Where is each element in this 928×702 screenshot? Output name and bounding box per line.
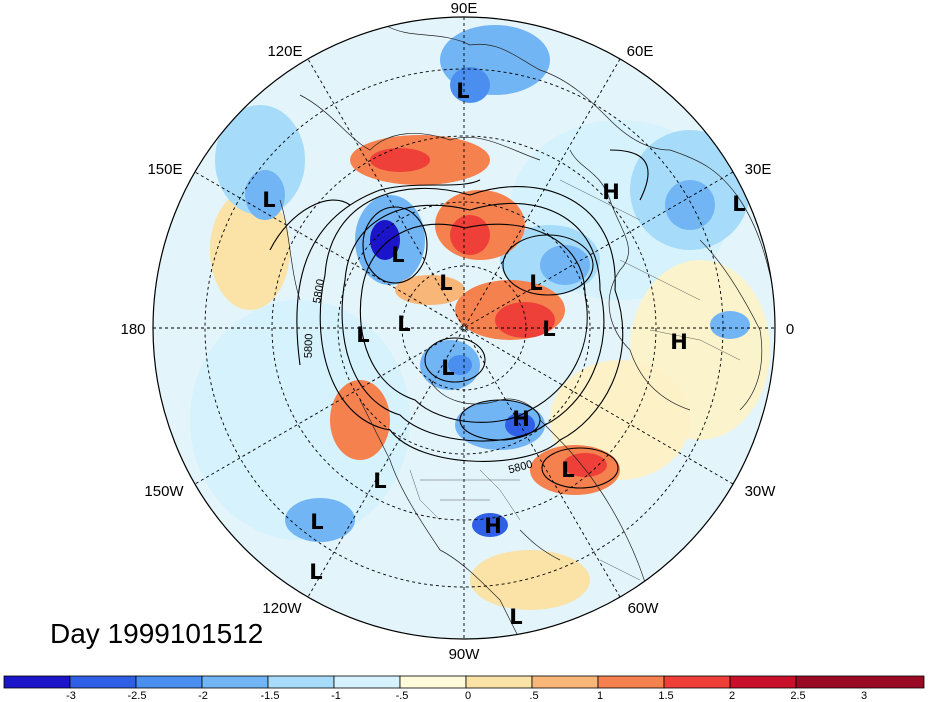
lon-label-120e: 120E (267, 43, 302, 60)
colorbar-tick-label: -1.5 (261, 690, 280, 702)
colorbar-box (3, 675, 71, 689)
low-marker: L (309, 560, 322, 584)
lon-label-120w: 120W (262, 600, 302, 617)
graticule (153, 17, 775, 639)
lon-label-150e: 150E (147, 161, 182, 178)
contour-label: 5800 (303, 333, 316, 358)
low-marker: L (509, 605, 522, 629)
colorbar-tick-label: -2 (198, 690, 208, 702)
high-marker: L (542, 317, 555, 341)
colorbar-tick-label: -2.5 (128, 690, 147, 702)
low-marker: L (456, 79, 469, 103)
colorbar-tick-label: 0 (465, 690, 471, 702)
low-marker: L (441, 356, 454, 380)
colorbar-tick-label: -.5 (396, 690, 409, 702)
colorbar-box (465, 675, 533, 689)
colorbar-box (597, 675, 665, 689)
colorbar-box (531, 675, 599, 689)
anomaly-field (153, 17, 775, 639)
low-marker: H (484, 514, 502, 538)
colorbar-box (267, 675, 335, 689)
high-marker: H (602, 180, 620, 204)
low-marker: L (439, 271, 452, 295)
colorbar: -3 -2.5 -2 -1.5 -1 -.5 0 .5 1 1.5 2 2.5 … (3, 675, 925, 702)
longitude-labels: 90E 60E 30E 0 30W 60W 90W 120W 150W 180 … (120, 0, 794, 663)
colorbar-tick-label: 1 (597, 690, 603, 702)
colorbar-box (663, 675, 731, 689)
low-marker: H (512, 407, 530, 431)
high-marker: L (561, 458, 574, 482)
colorbar-tick-label: 2.5 (790, 690, 805, 702)
contour-labels: 5800 5800 5800 (303, 278, 534, 476)
colorbar-box (135, 675, 203, 689)
colorbar-box (69, 675, 137, 689)
low-marker: L (262, 188, 275, 212)
lon-label-60e: 60E (627, 43, 654, 60)
day-title: Day 1999101512 (50, 618, 264, 649)
contour-label: 5800 (311, 278, 327, 304)
polar-stereographic-map: 5800 5800 5800 (120, 0, 794, 663)
map-boundary (152, 16, 776, 640)
low-marker: L (310, 510, 323, 534)
lon-label-180: 180 (120, 321, 145, 338)
colorbar-box (795, 675, 925, 689)
lon-label-0: 0 (786, 321, 794, 338)
lon-label-60w: 60W (628, 600, 660, 617)
colorbar-box (729, 675, 797, 689)
lon-label-90e: 90E (451, 0, 478, 17)
colorbar-tick-label: -3 (66, 690, 76, 702)
colorbar-tick-labels: -3 -2.5 -2 -1.5 -1 -.5 0 .5 1 1.5 2 2.5 … (66, 690, 867, 702)
low-marker: L (397, 312, 410, 336)
low-marker: L (373, 469, 386, 493)
political-borders (409, 179, 741, 581)
colorbar-tick-label: 3 (861, 690, 867, 702)
colorbar-tick-label: 1.5 (658, 690, 673, 702)
height-contours (269, 149, 649, 489)
lon-label-90w: 90W (449, 646, 481, 663)
low-marker: L (356, 323, 369, 347)
lon-label-150w: 150W (144, 483, 184, 500)
low-marker: L (391, 243, 404, 267)
low-marker: L (732, 192, 745, 216)
colorbar-box (333, 675, 401, 689)
pressure-centers: L L L H L L L L H L L L H L L L H L L (262, 79, 745, 629)
low-marker: L (529, 271, 542, 295)
lon-label-30e: 30E (745, 161, 772, 178)
colorbar-box (399, 675, 467, 689)
high-marker: H (670, 330, 688, 354)
colorbar-tick-label: 2 (729, 690, 735, 702)
colorbar-tick-label: .5 (529, 690, 538, 702)
coastlines (279, 24, 775, 639)
colorbar-tick-label: -1 (331, 690, 341, 702)
lon-label-30w: 30W (745, 483, 777, 500)
colorbar-boxes (3, 675, 925, 689)
colorbar-box (201, 675, 269, 689)
